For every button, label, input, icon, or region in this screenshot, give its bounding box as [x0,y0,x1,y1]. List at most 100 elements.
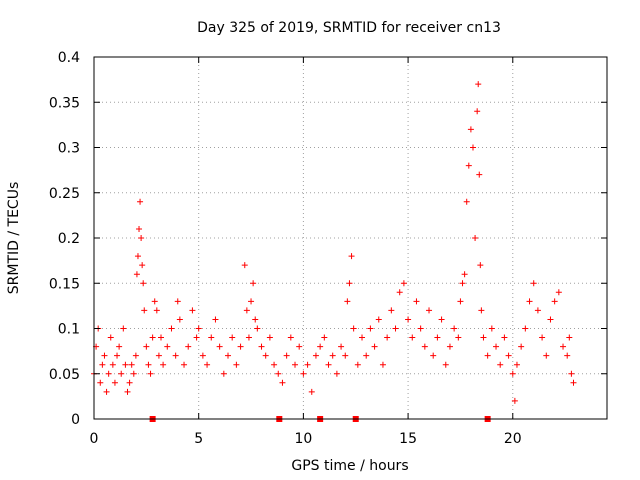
data-point [325,361,332,368]
data-points [91,81,577,404]
y-tick-label: 0.05 [49,367,80,383]
data-point [417,325,424,332]
data-point [160,361,167,368]
data-point [101,352,108,359]
data-point [526,298,533,305]
data-point [346,280,353,287]
y-tick-label: 0.35 [49,95,80,111]
data-point [570,379,577,386]
data-point [493,343,500,350]
data-point [388,307,395,314]
data-point [367,325,374,332]
data-point [248,298,255,305]
data-point [478,307,485,314]
x-tick-label: 15 [399,431,417,447]
data-point [124,388,131,395]
data-point [107,334,114,341]
data-point [172,352,179,359]
data-point [174,298,181,305]
y-axis-label: SRMTID / TECUs [6,182,22,295]
data-point [245,334,252,341]
data-point [258,343,265,350]
data-point [225,352,232,359]
data-point [421,343,428,350]
data-point [237,343,244,350]
data-point [136,225,143,232]
data-point [530,280,537,287]
data-point [505,352,512,359]
axis-ticks: 0 0.05 0.1 0.15 0.2 0.25 0.3 0.35 0.4 0 5 10 15 20 [49,50,607,447]
data-point [442,361,449,368]
data-point [472,235,479,241]
data-point [164,343,171,350]
data-point [99,361,106,368]
data-point [185,343,192,350]
y-tick-label: 0.4 [58,50,80,66]
data-point [405,316,412,323]
data-point [455,334,462,341]
data-point [134,253,141,260]
data-point [396,289,403,296]
data-point [143,343,150,350]
data-point [195,325,202,332]
data-point [400,280,407,287]
x-tick-label: 0 [90,431,99,447]
data-point [304,361,311,368]
data-point [116,343,123,350]
x-tick-label: 10 [294,431,312,447]
data-point [451,325,458,332]
data-point [220,370,227,377]
data-point [181,361,188,368]
data-point [438,316,445,323]
data-point [229,334,236,341]
data-point [560,343,567,350]
data-point [426,307,433,314]
data-point [342,352,349,359]
data-point [145,361,152,368]
y-tick-label: 0.3 [58,141,80,157]
data-point [151,298,158,305]
data-point [522,325,529,332]
data-point [446,343,453,350]
data-point [126,379,133,386]
data-point [149,334,156,341]
data-point [413,298,420,305]
data-point [434,334,441,341]
data-point [363,352,370,359]
data-point [467,126,474,133]
data-point [350,325,357,332]
data-point [475,81,482,88]
data-point [158,334,165,341]
data-point [333,370,340,377]
data-point [128,361,135,368]
data-point [132,352,139,359]
data-point [118,370,125,377]
data-point [497,361,504,368]
data-point [354,361,361,368]
data-point [216,343,223,350]
data-point [518,343,525,350]
data-point [275,370,282,377]
data-point [543,352,550,359]
data-point [338,343,345,350]
y-tick-label: 0.2 [58,231,80,247]
data-point [509,370,516,377]
data-point [138,235,145,241]
x-tick-label: 5 [194,431,203,447]
data-point [511,397,518,404]
data-point [271,361,278,368]
data-point [329,352,336,359]
data-point [457,298,464,305]
data-point [551,298,558,305]
data-point [539,334,546,341]
data-point [283,352,290,359]
y-tick-label: 0.1 [58,322,80,338]
data-point [130,370,137,377]
data-point [384,334,391,341]
data-point [555,289,562,296]
data-point [254,325,261,332]
data-point [477,262,484,269]
x-axis-label: GPS time / hours [291,458,408,474]
data-point [252,316,259,323]
